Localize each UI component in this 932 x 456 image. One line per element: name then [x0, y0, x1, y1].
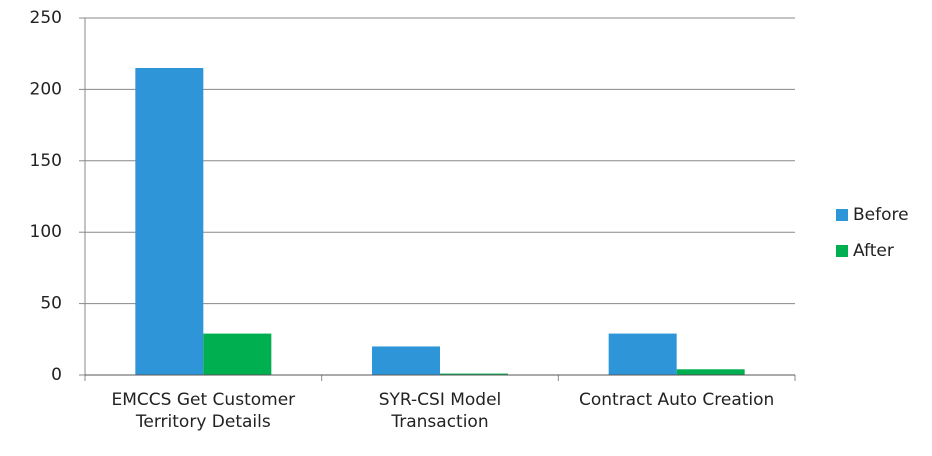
legend-label: Before — [853, 205, 909, 225]
legend-swatch — [836, 245, 848, 257]
bar — [135, 67, 204, 375]
bar — [608, 333, 677, 375]
x-tick-label: Contract Auto Creation — [578, 390, 775, 410]
x-tick-label: EMCCS Get Customer Territory Details — [111, 390, 296, 432]
bar — [676, 369, 745, 375]
y-tick-label: 200 — [30, 79, 62, 99]
y-tick-label: 100 — [30, 222, 62, 242]
bar — [440, 373, 508, 375]
legend-swatch — [836, 209, 848, 221]
bar — [203, 333, 272, 375]
y-tick-label: 0 — [51, 365, 62, 385]
y-tick-label: 150 — [30, 151, 62, 171]
y-tick-label: 250 — [30, 8, 62, 28]
legend-label: After — [853, 241, 894, 261]
bar — [372, 346, 440, 375]
y-tick-label: 50 — [40, 294, 62, 314]
x-tick-label: SYR-CSI Model Transaction — [378, 390, 502, 432]
